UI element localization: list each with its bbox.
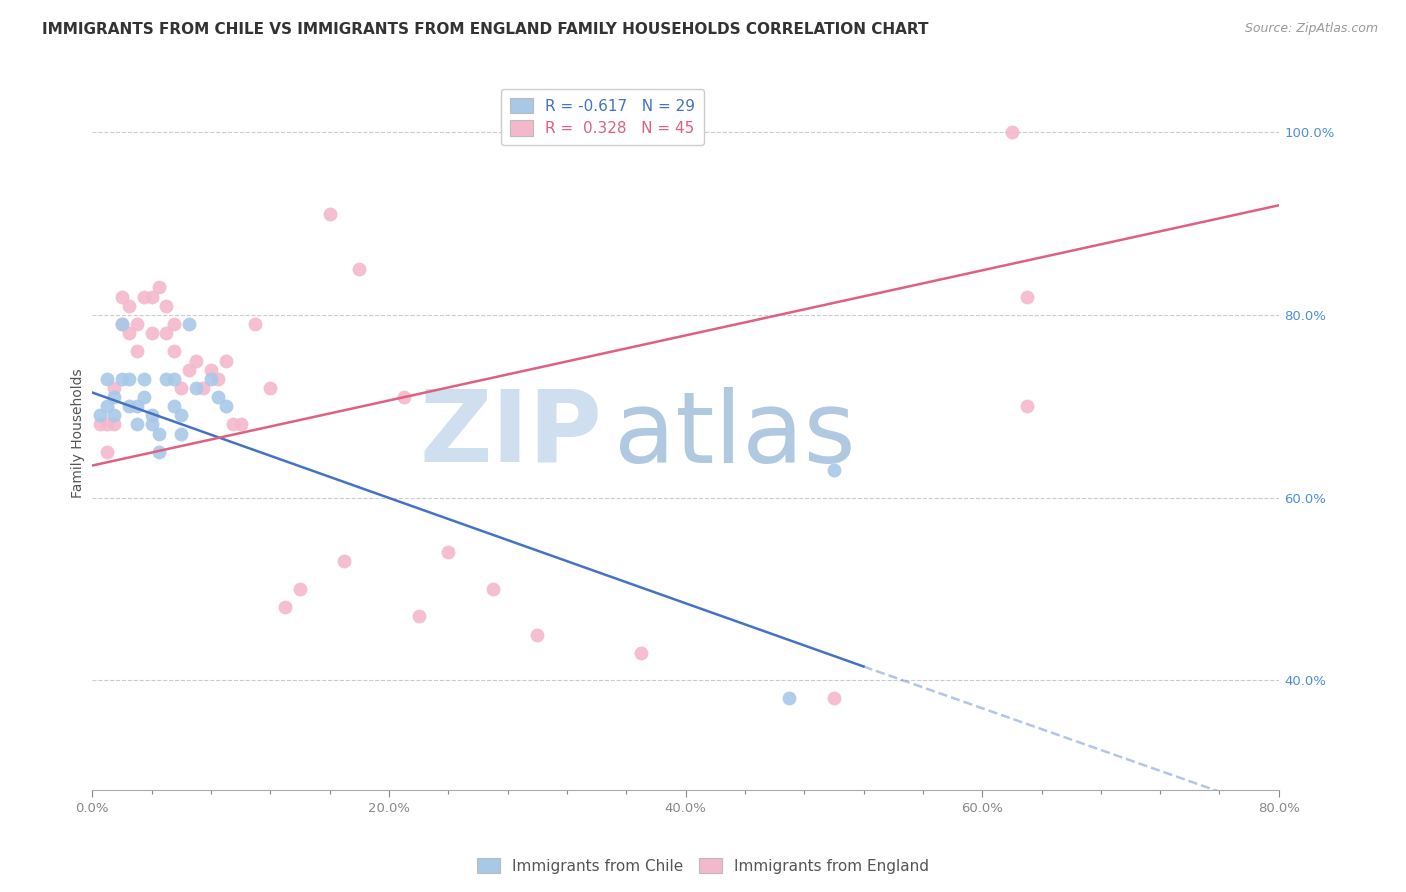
Point	[207, 372, 229, 386]
Point	[163, 344, 186, 359]
Point	[630, 646, 652, 660]
Legend: R = -0.617   N = 29, R =  0.328   N = 45: R = -0.617 N = 29, R = 0.328 N = 45	[501, 88, 704, 145]
Point	[111, 317, 134, 331]
Point	[288, 582, 311, 596]
Point	[103, 417, 125, 432]
Point	[125, 344, 148, 359]
Point	[111, 372, 134, 386]
Point	[96, 399, 118, 413]
Point	[155, 326, 177, 340]
Point	[170, 426, 193, 441]
Point	[148, 445, 170, 459]
Point	[184, 381, 207, 395]
Point	[89, 409, 111, 423]
Point	[141, 409, 163, 423]
Point	[132, 290, 155, 304]
Text: ZIP: ZIP	[419, 385, 602, 482]
Point	[125, 399, 148, 413]
Point	[170, 409, 193, 423]
Point	[408, 609, 430, 624]
Point	[1015, 290, 1038, 304]
Point	[141, 290, 163, 304]
Point	[118, 399, 141, 413]
Point	[215, 353, 238, 368]
Point	[437, 545, 460, 559]
Point	[823, 463, 845, 477]
Point	[96, 417, 118, 432]
Point	[163, 317, 186, 331]
Point	[103, 390, 125, 404]
Y-axis label: Family Households: Family Households	[72, 368, 86, 499]
Point	[141, 417, 163, 432]
Point	[347, 262, 370, 277]
Point	[132, 390, 155, 404]
Point	[481, 582, 503, 596]
Point	[125, 417, 148, 432]
Point	[141, 326, 163, 340]
Point	[125, 317, 148, 331]
Point	[229, 417, 252, 432]
Point	[96, 372, 118, 386]
Point	[103, 381, 125, 395]
Point	[177, 362, 200, 376]
Point	[1001, 125, 1024, 139]
Point	[118, 299, 141, 313]
Point	[111, 290, 134, 304]
Point	[118, 326, 141, 340]
Point	[245, 317, 267, 331]
Point	[207, 390, 229, 404]
Point	[89, 417, 111, 432]
Point	[259, 381, 281, 395]
Point	[111, 317, 134, 331]
Point	[103, 409, 125, 423]
Point	[526, 627, 548, 641]
Point	[1015, 399, 1038, 413]
Point	[778, 691, 800, 706]
Legend: Immigrants from Chile, Immigrants from England: Immigrants from Chile, Immigrants from E…	[471, 852, 935, 880]
Point	[193, 381, 215, 395]
Point	[118, 372, 141, 386]
Point	[148, 426, 170, 441]
Point	[392, 390, 415, 404]
Point	[200, 362, 222, 376]
Point	[163, 372, 186, 386]
Point	[274, 600, 297, 615]
Point	[215, 399, 238, 413]
Text: Source: ZipAtlas.com: Source: ZipAtlas.com	[1244, 22, 1378, 36]
Point	[155, 299, 177, 313]
Text: IMMIGRANTS FROM CHILE VS IMMIGRANTS FROM ENGLAND FAMILY HOUSEHOLDS CORRELATION C: IMMIGRANTS FROM CHILE VS IMMIGRANTS FROM…	[42, 22, 929, 37]
Point	[163, 399, 186, 413]
Point	[96, 445, 118, 459]
Point	[318, 207, 340, 221]
Point	[155, 372, 177, 386]
Point	[184, 353, 207, 368]
Point	[148, 280, 170, 294]
Point	[177, 317, 200, 331]
Text: atlas: atlas	[614, 386, 856, 483]
Point	[200, 372, 222, 386]
Point	[333, 554, 356, 568]
Point	[170, 381, 193, 395]
Point	[823, 691, 845, 706]
Point	[132, 372, 155, 386]
Point	[222, 417, 245, 432]
